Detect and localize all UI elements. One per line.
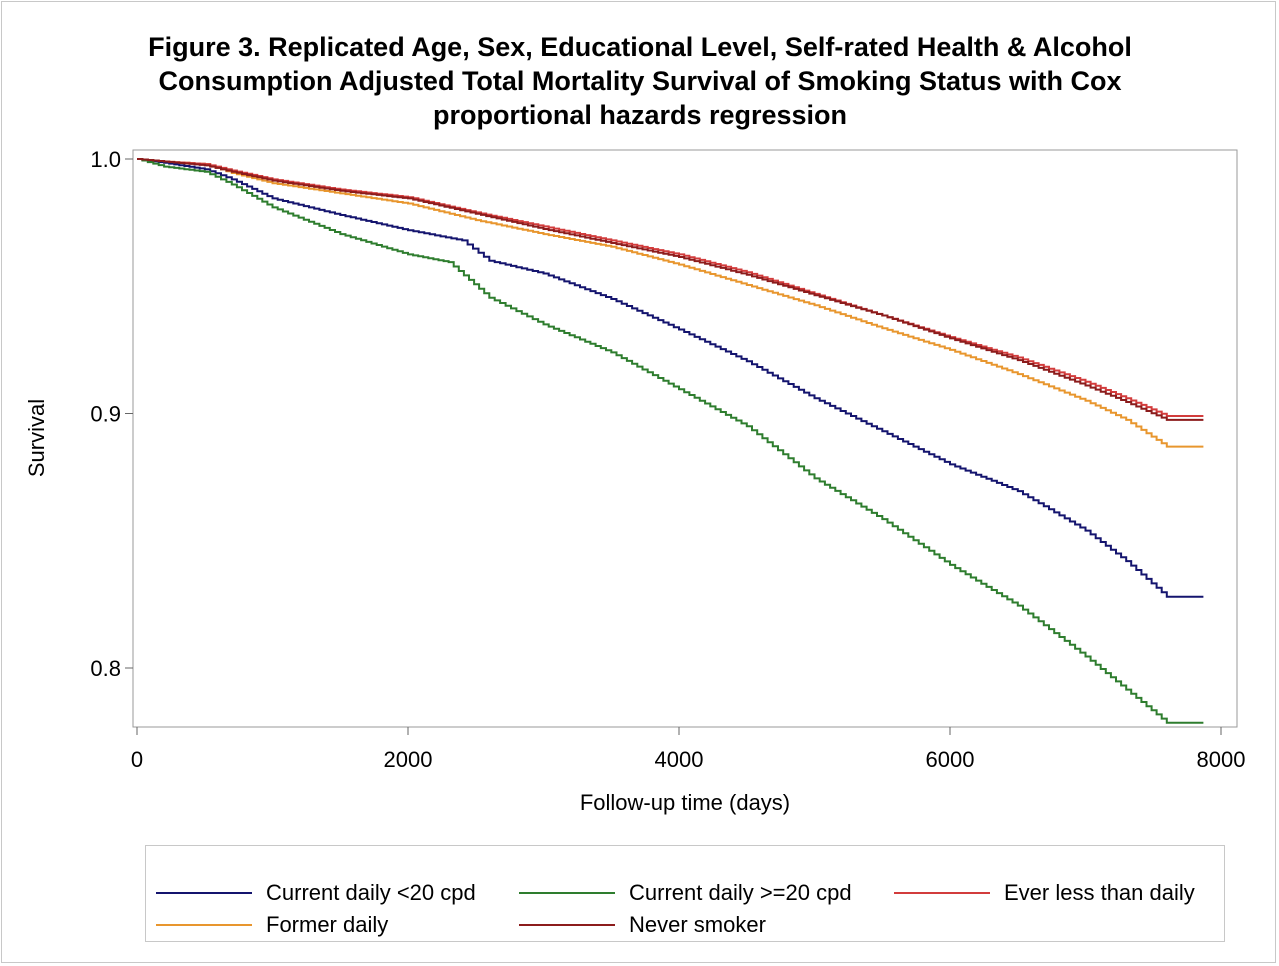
legend-label: Current daily <20 cpd [266,880,476,905]
legend-swatch [519,924,615,926]
legend: Current daily <20 cpd Current daily >=20… [145,845,1225,942]
y-tick-label: 1.0 [90,147,121,172]
legend-swatch [156,924,252,926]
legend-item-former-daily: Former daily [156,910,388,940]
legend-item-never-smoker: Never smoker [519,910,766,940]
chart-title-line-3: proportional hazards regression [432,100,848,130]
chart-title: Figure 3. Replicated Age, Sex, Education… [60,30,1220,132]
x-tick-label: 2000 [384,747,433,772]
legend-item-current-ge20: Current daily >=20 cpd [519,878,852,908]
x-tick-label: 8000 [1197,747,1246,772]
plot-area-border [132,149,1238,728]
y-tick-label: 0.8 [90,656,121,681]
legend-label: Former daily [266,912,389,937]
x-tick-label: 6000 [926,747,975,772]
legend-swatch [894,892,990,894]
legend-label: Never smoker [629,912,766,937]
legend-swatch [519,892,615,894]
chart-title-line-1: Figure 3. Replicated Age, Sex, Education… [148,32,1132,62]
legend-label: Current daily >=20 cpd [629,880,852,905]
x-tick-label: 0 [131,747,143,772]
series-line-current-daily-20-cpd [137,158,1204,598]
series-line-ever-less-than-daily [137,158,1204,417]
y-axis-label: Survival [24,399,49,477]
legend-item-current-lt20: Current daily <20 cpd [156,878,476,908]
legend-label: Ever less than daily [1004,880,1195,905]
series-line-never-smoker [137,158,1204,421]
series-lines [137,158,1204,724]
legend-item-ever-less-than-daily: Ever less than daily [894,878,1195,908]
x-axis-label: Follow-up time (days) [580,790,790,815]
y-tick-label: 0.9 [90,402,121,427]
y-axis: 0.8 0.9 1.0 [90,147,133,681]
x-tick-label: 4000 [655,747,704,772]
series-line-former-daily [137,158,1204,448]
x-axis: 0 2000 4000 6000 8000 [131,727,1246,772]
chart-title-line-2: Consumption Adjusted Total Mortality Sur… [158,66,1122,96]
series-line-current-daily-20-cpd [137,158,1204,724]
legend-swatch [156,892,252,894]
